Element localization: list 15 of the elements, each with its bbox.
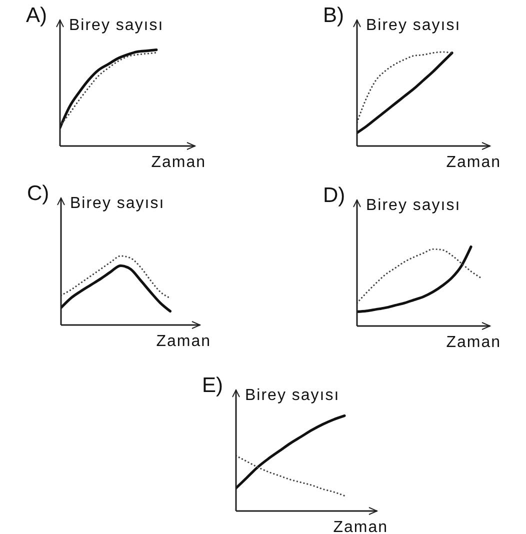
chart-title: D) — [323, 184, 346, 207]
x-axis-title: Zaman — [445, 154, 501, 171]
chart-title: B) — [323, 4, 344, 27]
chart-title: E) — [202, 374, 223, 397]
y-axis-title: Birey sayısı — [245, 387, 340, 404]
chart-title: C) — [27, 182, 50, 205]
x-axis-title: Zaman — [332, 519, 388, 534]
y-axis-title: Birey sayısı — [69, 17, 164, 34]
y-axis-title: Birey sayısı — [70, 195, 165, 212]
y-axis-title: Birey sayısı — [366, 197, 461, 214]
x-axis-title: Zaman — [155, 333, 211, 350]
x-axis-title: Zaman — [445, 334, 501, 351]
chart-title: A) — [26, 4, 47, 27]
x-axis-title: Zaman — [150, 154, 206, 171]
y-axis-title: Birey sayısı — [366, 17, 461, 34]
